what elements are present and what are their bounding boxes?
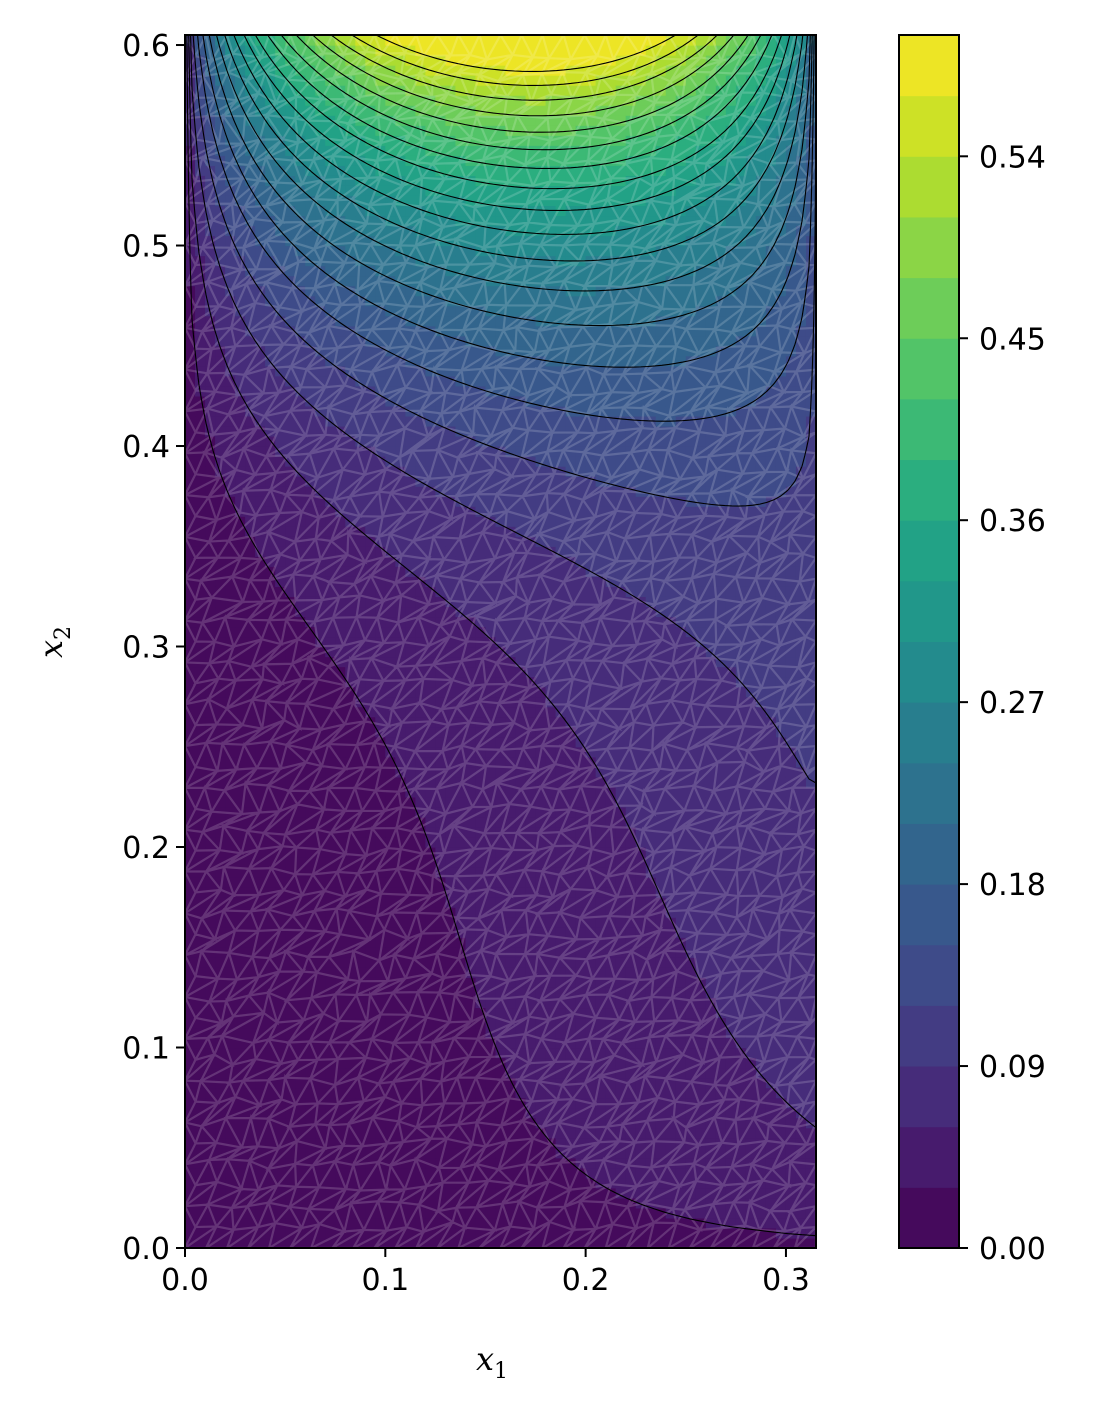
plot-area [184, 34, 817, 1249]
colorbar-tick-label: 0.27 [979, 686, 1046, 721]
colorbar-band [899, 641, 959, 703]
colorbar-band [899, 1187, 959, 1249]
y-tick-label: 0.4 [122, 430, 170, 465]
colorbar-band [899, 95, 959, 157]
x-axis-label: x1 [476, 1340, 508, 1384]
y-axis-label: x2 [32, 626, 76, 658]
colorbar-band [899, 762, 959, 824]
colorbar-band [899, 459, 959, 521]
colorbar-band [899, 1126, 959, 1188]
colorbar-band [899, 398, 959, 461]
colorbar-band [899, 156, 959, 218]
colorbar-band [899, 338, 959, 400]
y-tick-label: 0.2 [122, 831, 170, 866]
colorbar-tick-label: 0.09 [979, 1050, 1046, 1085]
colorbar-band [899, 823, 959, 885]
y-tick-label: 0.1 [122, 1032, 170, 1067]
plot-frame [184, 34, 817, 1249]
colorbar-band [899, 580, 959, 642]
colorbar-band [899, 1005, 959, 1067]
colorbar-band [899, 884, 959, 946]
colorbar-tick-label: 0.00 [979, 1232, 1046, 1267]
x-tick-label: 0.2 [562, 1263, 610, 1298]
colorbar-band [899, 1066, 959, 1128]
y-axis: 0.0 0.1 0.2 0.3 0.4 0.5 0.6 [122, 29, 185, 1267]
colorbar-tick-label: 0.54 [979, 140, 1046, 175]
contour-lines [186, 35, 816, 1237]
x-tick-label: 0.1 [361, 1263, 409, 1298]
colorbar-tick-label: 0.36 [979, 504, 1046, 539]
colorbar-band [899, 944, 959, 1006]
x-tick-label: 0.3 [762, 1263, 810, 1298]
colorbar-tick-label: 0.18 [979, 868, 1046, 903]
colorbar-band [899, 216, 959, 279]
y-tick-label: 0.6 [122, 29, 170, 64]
y-tick-label: 0.5 [122, 230, 170, 265]
colorbar-frame [898, 34, 960, 1249]
colorbar-band [899, 702, 959, 764]
colorbar-band [899, 277, 959, 339]
colorbar: 0.00 0.09 0.18 0.27 0.36 0.45 0.54 [898, 34, 1046, 1267]
color-field [185, 35, 816, 1248]
y-tick-label: 0.3 [122, 631, 170, 666]
colorbar-band [899, 520, 959, 582]
colorbar-tick-label: 0.45 [979, 322, 1046, 357]
x-tick-label: 0.0 [161, 1263, 209, 1298]
x-axis: 0.0 0.1 0.2 0.3 [161, 1248, 810, 1298]
y-tick-label: 0.0 [122, 1232, 170, 1267]
triangular-mesh-overlay [185, 35, 816, 1248]
colorbar-band [899, 35, 959, 97]
